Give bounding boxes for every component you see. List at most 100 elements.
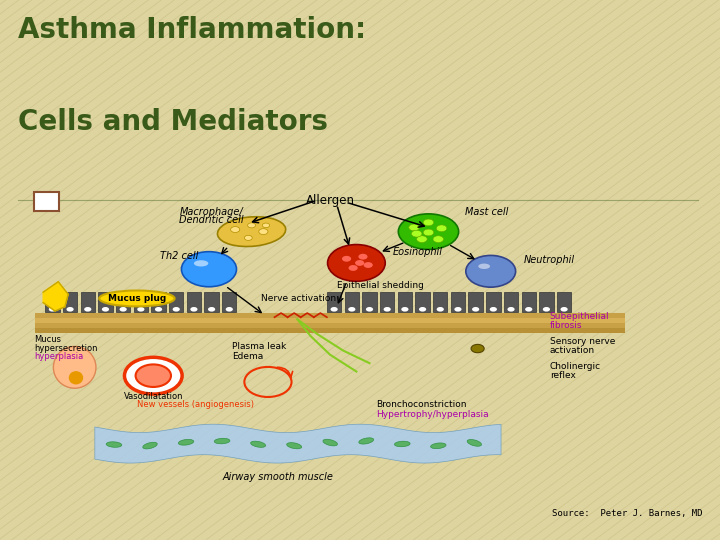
Ellipse shape bbox=[398, 214, 459, 249]
Bar bbox=[116, 292, 130, 312]
Bar bbox=[539, 292, 554, 312]
Circle shape bbox=[471, 345, 484, 353]
Ellipse shape bbox=[478, 264, 490, 269]
Circle shape bbox=[120, 307, 127, 312]
Circle shape bbox=[355, 260, 364, 266]
Text: Sensory nerve: Sensory nerve bbox=[549, 338, 615, 346]
Ellipse shape bbox=[143, 442, 157, 449]
Bar bbox=[169, 292, 184, 312]
Circle shape bbox=[342, 256, 351, 262]
Circle shape bbox=[262, 223, 269, 228]
Text: reflex: reflex bbox=[549, 371, 575, 380]
Circle shape bbox=[330, 307, 338, 312]
Circle shape bbox=[49, 307, 56, 312]
Circle shape bbox=[436, 225, 447, 232]
Text: hyperplasia: hyperplasia bbox=[34, 352, 84, 361]
Bar bbox=[204, 292, 219, 312]
Bar bbox=[151, 292, 166, 312]
Ellipse shape bbox=[215, 438, 230, 444]
Circle shape bbox=[244, 235, 252, 240]
Ellipse shape bbox=[217, 217, 286, 247]
Text: Asthma Inflammation:: Asthma Inflammation: bbox=[18, 16, 366, 44]
Circle shape bbox=[423, 219, 433, 226]
Circle shape bbox=[508, 307, 515, 312]
Bar bbox=[98, 292, 112, 312]
Bar bbox=[345, 292, 359, 312]
Circle shape bbox=[409, 224, 419, 231]
Ellipse shape bbox=[431, 443, 446, 449]
Circle shape bbox=[490, 307, 497, 312]
Circle shape bbox=[543, 307, 550, 312]
Text: Nerve activation: Nerve activation bbox=[261, 294, 336, 303]
Bar bbox=[35, 318, 625, 323]
Ellipse shape bbox=[359, 438, 374, 444]
Circle shape bbox=[433, 236, 444, 242]
Bar bbox=[557, 292, 571, 312]
Circle shape bbox=[364, 262, 373, 268]
Bar bbox=[35, 328, 625, 333]
Text: Vasodilatation: Vasodilatation bbox=[124, 392, 183, 401]
Circle shape bbox=[125, 357, 182, 394]
Bar bbox=[34, 192, 59, 211]
Circle shape bbox=[560, 307, 567, 312]
Text: Edema: Edema bbox=[232, 352, 264, 361]
Bar bbox=[362, 292, 377, 312]
Ellipse shape bbox=[287, 443, 302, 449]
Bar bbox=[433, 292, 447, 312]
Polygon shape bbox=[43, 282, 68, 311]
Bar bbox=[380, 292, 395, 312]
Text: hypersecretion: hypersecretion bbox=[34, 343, 97, 353]
Circle shape bbox=[348, 307, 356, 312]
Text: Mucus plug: Mucus plug bbox=[108, 294, 166, 303]
Ellipse shape bbox=[194, 260, 208, 267]
Bar bbox=[486, 292, 500, 312]
Text: Neutrophil: Neutrophil bbox=[523, 255, 575, 265]
Circle shape bbox=[173, 307, 180, 312]
Circle shape bbox=[181, 252, 236, 287]
Circle shape bbox=[411, 231, 422, 237]
Text: New vessels (angiogenesis): New vessels (angiogenesis) bbox=[138, 400, 254, 409]
Text: Subepithelial: Subepithelial bbox=[549, 312, 609, 321]
Circle shape bbox=[84, 307, 91, 312]
Circle shape bbox=[525, 307, 532, 312]
Text: Bronchoconstriction: Bronchoconstriction bbox=[376, 400, 467, 409]
Bar bbox=[469, 292, 483, 312]
Bar bbox=[35, 313, 625, 318]
Ellipse shape bbox=[395, 441, 410, 447]
Circle shape bbox=[138, 307, 145, 312]
Text: Mast cell: Mast cell bbox=[464, 207, 508, 217]
Circle shape bbox=[66, 307, 73, 312]
Ellipse shape bbox=[106, 442, 122, 447]
Bar bbox=[222, 292, 236, 312]
Circle shape bbox=[472, 307, 480, 312]
Circle shape bbox=[248, 223, 256, 228]
Circle shape bbox=[384, 307, 391, 312]
Circle shape bbox=[401, 307, 408, 312]
Circle shape bbox=[466, 255, 516, 287]
Bar bbox=[397, 292, 412, 312]
Bar bbox=[35, 323, 625, 328]
Text: Plasma leak: Plasma leak bbox=[232, 342, 286, 350]
Circle shape bbox=[102, 307, 109, 312]
Text: Eosinophil: Eosinophil bbox=[392, 247, 442, 258]
Circle shape bbox=[419, 307, 426, 312]
Bar bbox=[81, 292, 95, 312]
Text: Cells and Mediators: Cells and Mediators bbox=[18, 108, 328, 136]
Ellipse shape bbox=[69, 371, 84, 384]
Bar bbox=[186, 292, 201, 312]
Text: Allergen: Allergen bbox=[306, 194, 355, 207]
Circle shape bbox=[258, 229, 268, 234]
Text: Macrophage/: Macrophage/ bbox=[179, 207, 243, 217]
Circle shape bbox=[436, 307, 444, 312]
Text: fibrosis: fibrosis bbox=[549, 321, 582, 330]
Text: Th2 cell: Th2 cell bbox=[160, 251, 198, 261]
Circle shape bbox=[190, 307, 197, 312]
Ellipse shape bbox=[467, 440, 482, 446]
Text: Cholinergic: Cholinergic bbox=[549, 362, 600, 372]
Circle shape bbox=[230, 227, 240, 232]
Bar bbox=[327, 292, 341, 312]
Circle shape bbox=[135, 364, 171, 387]
Circle shape bbox=[454, 307, 462, 312]
Circle shape bbox=[225, 307, 233, 312]
Circle shape bbox=[155, 307, 162, 312]
